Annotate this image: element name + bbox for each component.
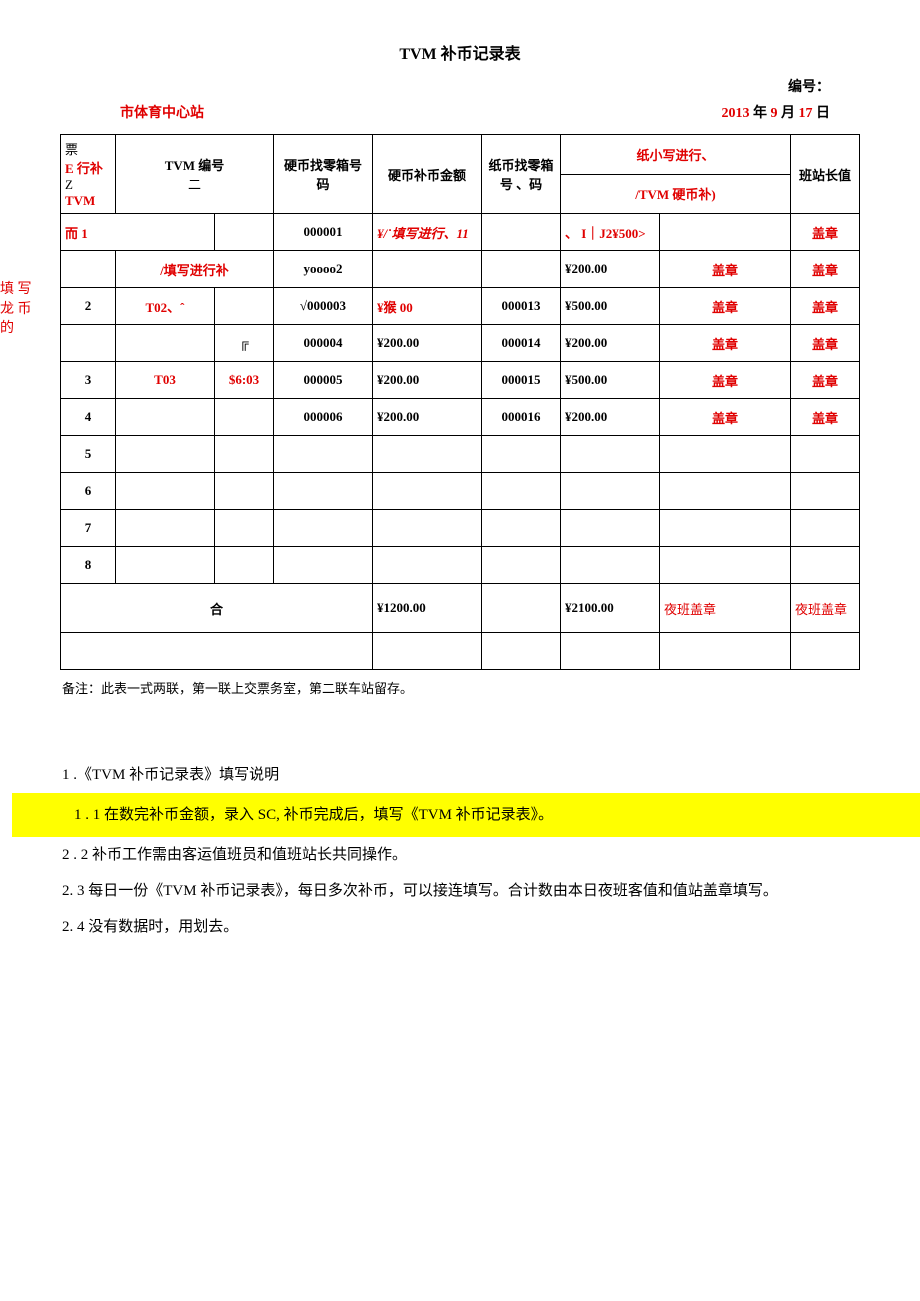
col-head-coinamt: 硬币补币金额 [373,135,482,214]
note-1-1: 1 . 1 在数完补币金额，录入 SC, 补币完成后，填写《TVM 补币记录表》… [12,793,920,837]
left-margin-labels: 填 写 龙 币 的 [0,280,60,339]
table-row: 6 [61,473,860,510]
table-row: ╔ 000004 ¥200.00 000014 ¥200.00 盖章 盖章 [61,325,860,362]
table-row: 3 T03 $6:03 000005 ¥200.00 000015 ¥500.0… [61,362,860,399]
col-head-0: 票 E 行补 Z TVM [61,135,116,214]
col-head-tvm: TVM 编号 二 [116,135,274,214]
note-2-4: 2. 4 没有数据时，用划去。 [62,909,870,945]
col-head-leader: 班站长值 [791,135,860,214]
table-row: 5 [61,436,860,473]
table-blank-row [61,633,860,670]
table-row: /填写进行补 yoooo2 ¥200.00 盖章 盖章 [61,251,860,288]
note-2-3: 2. 3 每日一份《TVM 补币记录表》，每日多次补币，可以接连填写。合计数由本… [62,873,870,909]
col-head-sub: /TVM 硬币补) [561,174,791,214]
table-row: 2 T02、ˆ √000003 ¥猴 00 000013 ¥500.00 盖章 … [61,288,860,325]
instructions: 1 .《TVM 补币记录表》填写说明 1 . 1 在数完补币金额，录入 SC, … [62,757,870,945]
page-title: TVM 补币记录表 [50,40,870,64]
side-a: 填 写 [0,280,60,300]
table-row: 4 000006 ¥200.00 000016 ¥200.00 盖章 盖章 [61,399,860,436]
note-1: 1 .《TVM 补币记录表》填写说明 [62,757,870,793]
record-date: 2013 年 9 月 17 日 [722,102,831,122]
side-b: 龙 币 [0,300,60,320]
side-c: 的 [0,319,60,339]
note-2-2: 2 . 2 补币工作需由客运值班员和值班站长共同操作。 [62,837,870,873]
table-remark: 备注：此表一式两联，第一联上交票务室，第二联车站留存。 [62,678,870,697]
header-line: 市体育中心站 2013 年 9 月 17 日 [50,102,870,122]
table-total-row: 合 ¥1200.00 ¥2100.00 夜班盖章 夜班盖章 [61,584,860,633]
table-row: 而 1 000001 ¥/˙填写进行、11 、 I｜J2¥500> 盖章 [61,214,860,251]
record-number-label: 编号： [50,76,870,96]
table-row: 7 [61,510,860,547]
record-table: 票 E 行补 Z TVM TVM 编号 二 硬币找零箱号码 硬币补币金额 纸币找… [60,134,860,670]
col-head-coinbox: 硬币找零箱号码 [274,135,373,214]
table-row: 8 [61,547,860,584]
col-head-noteamt: 纸小写进行、 [561,135,791,175]
col-head-notebox: 纸币找零箱号 、码 [482,135,561,214]
station-name: 市体育中心站 [120,102,204,122]
